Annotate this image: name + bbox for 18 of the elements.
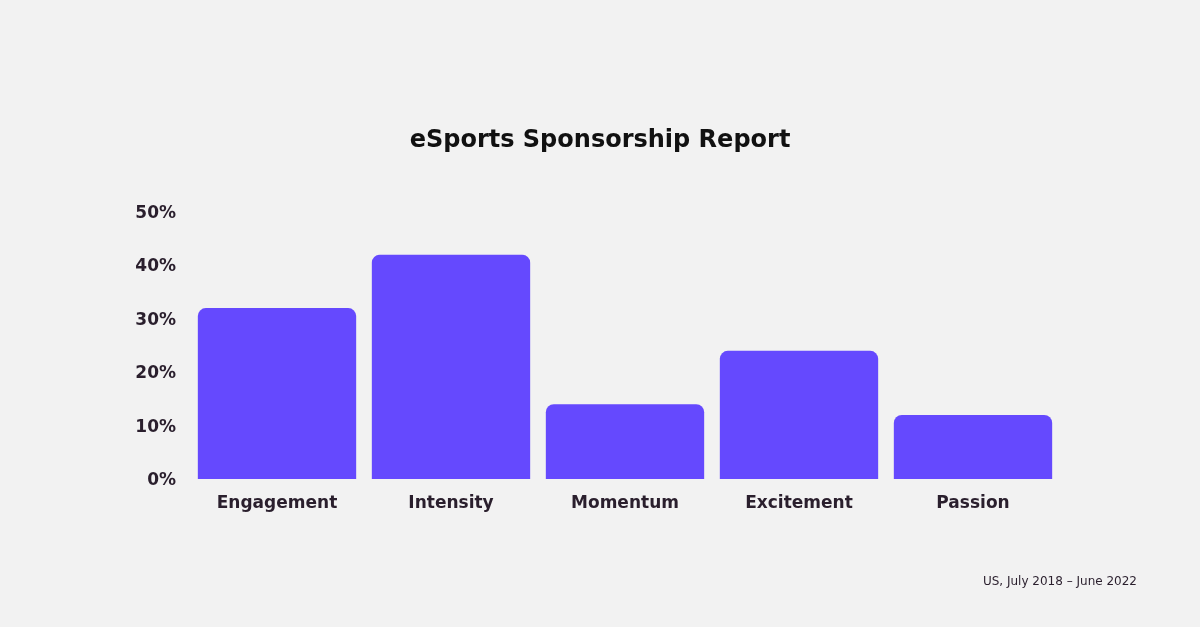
bar — [545, 404, 705, 479]
bar — [197, 308, 357, 479]
y-tick-label: 40% — [135, 255, 176, 276]
x-tick-label: Excitement — [745, 491, 853, 512]
x-tick-label: Passion — [936, 491, 1010, 512]
y-tick-label: 10% — [135, 415, 176, 436]
y-tick-label: 50% — [135, 202, 176, 222]
y-tick-label: 20% — [135, 362, 176, 383]
chart-title: eSports Sponsorship Report — [409, 125, 791, 153]
x-tick-label: Intensity — [408, 491, 494, 512]
text: US, July 2018 – June 2022 — [982, 574, 1137, 588]
bar — [719, 350, 879, 479]
y-tick-label: 30% — [135, 308, 176, 329]
x-tick-label: Engagement — [216, 491, 338, 512]
bar — [893, 414, 1053, 479]
x-tick-label: Momentum — [571, 491, 679, 512]
y-tick-label: 0% — [147, 469, 176, 489]
bar — [371, 254, 531, 479]
